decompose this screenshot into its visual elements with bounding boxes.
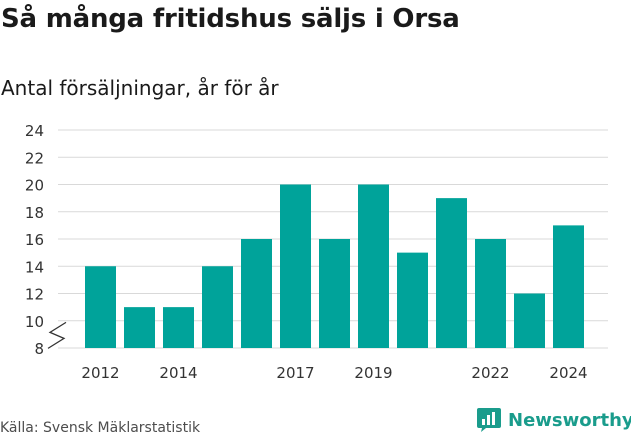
y-tick-label: 22 bbox=[25, 149, 44, 167]
chart-title: Så många fritidshus säljs i Orsa bbox=[1, 4, 460, 34]
bar-2024 bbox=[553, 225, 584, 348]
x-tick-label: 2017 bbox=[276, 364, 314, 382]
x-tick-label: 2022 bbox=[471, 364, 509, 382]
bar-2016 bbox=[241, 239, 272, 348]
y-tick-label: 24 bbox=[25, 122, 44, 140]
y-tick-label: 12 bbox=[25, 286, 44, 304]
bar-2012 bbox=[85, 266, 116, 348]
brand-name: Newsworthy bbox=[508, 409, 631, 431]
y-tick-label: 10 bbox=[25, 313, 44, 331]
y-tick-label: 20 bbox=[25, 177, 44, 195]
bar-2020 bbox=[397, 252, 428, 348]
brand-logo: Newsworthy bbox=[476, 407, 631, 433]
bar-2018 bbox=[319, 239, 350, 348]
bar-2022 bbox=[475, 239, 506, 348]
x-tick-label: 2012 bbox=[81, 364, 119, 382]
newsworthy-logo-icon bbox=[477, 408, 501, 432]
x-tick-label: 2019 bbox=[354, 364, 392, 382]
bar-2013 bbox=[124, 307, 155, 348]
bar-2023 bbox=[514, 293, 545, 348]
bar-2015 bbox=[202, 266, 233, 348]
bar-2021 bbox=[436, 198, 467, 348]
y-tick-label: 8 bbox=[34, 340, 44, 358]
bar-2014 bbox=[163, 307, 194, 348]
x-tick-label: 2014 bbox=[159, 364, 197, 382]
y-tick-label: 14 bbox=[25, 258, 44, 276]
source-note: Källa: Svensk Mäklarstatistik bbox=[0, 420, 201, 436]
bar-2017 bbox=[280, 184, 311, 348]
x-tick-label: 2024 bbox=[549, 364, 587, 382]
axis-break-icon bbox=[47, 321, 67, 349]
y-tick-label: 16 bbox=[25, 231, 44, 249]
bar-2019 bbox=[358, 184, 389, 348]
chart-subtitle: Antal försäljningar, år för år bbox=[1, 76, 279, 100]
y-tick-label: 18 bbox=[25, 204, 44, 222]
